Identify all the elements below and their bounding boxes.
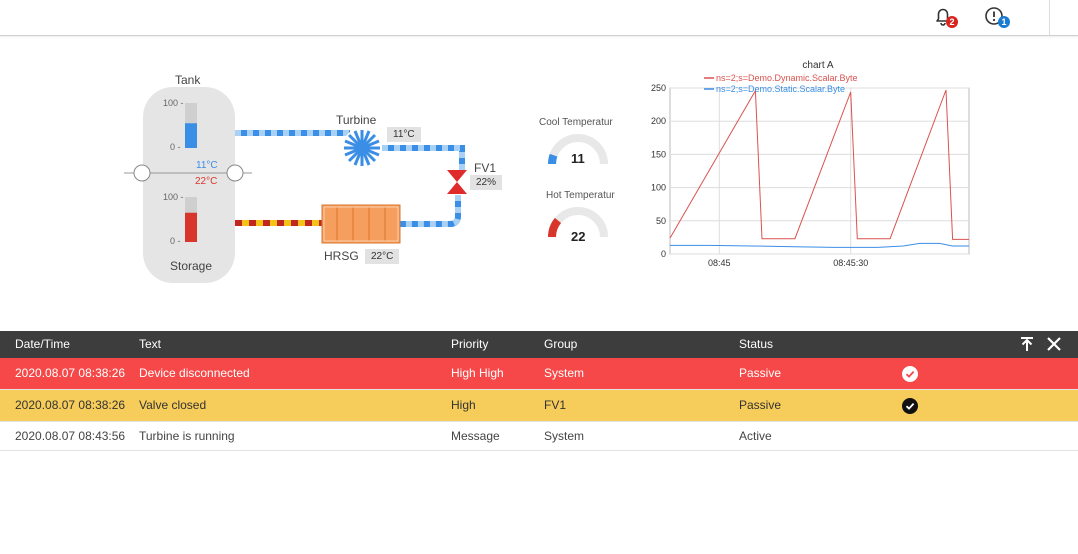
alarm-datetime: 2020.08.07 08:38:26 xyxy=(15,366,126,380)
notification-count-badge: 2 xyxy=(946,16,958,28)
y-tick-label: 50 xyxy=(656,216,666,226)
return-pipe xyxy=(400,195,461,227)
hrsg-temperature-tag: 22°C xyxy=(365,249,400,264)
y-tick-label: 200 xyxy=(651,116,666,126)
valve-position-tag: 22% xyxy=(470,175,503,190)
process-diagram: Tank Storage 100 - 0 - 100 - 0 - 11°C 22… xyxy=(110,60,520,290)
alarm-text: Device disconnected xyxy=(139,366,250,380)
column-header-text[interactable]: Text xyxy=(139,337,162,351)
alarm-group: System xyxy=(544,366,585,380)
series-line-2 xyxy=(670,242,969,248)
chart-title: chart A xyxy=(802,60,833,71)
top-bar: 2 1 xyxy=(0,0,1078,36)
alarm-row[interactable]: 2020.08.07 08:38:26 Valve closed High FV… xyxy=(0,390,1078,422)
alarm-table-header: Date/Time Text Priority Group Status xyxy=(0,331,1078,358)
y-tick-label: 250 xyxy=(651,83,666,93)
storage-level-bar xyxy=(185,212,197,242)
hrsg-unit xyxy=(321,204,401,244)
tank-vessel xyxy=(143,87,235,283)
notifications-button[interactable]: 2 xyxy=(932,6,958,28)
hot-temperature-gauge xyxy=(548,207,608,238)
alarm-datetime: 2020.08.07 08:38:26 xyxy=(15,398,126,412)
column-header-priority[interactable]: Priority xyxy=(451,337,489,351)
cold-temperature-readout: 11°C xyxy=(196,160,218,171)
hrsg-label: HRSG xyxy=(324,249,359,263)
alarm-row[interactable]: 2020.08.07 08:38:26 Device disconnected … xyxy=(0,358,1078,390)
tank-right-nozzle xyxy=(226,164,244,182)
alarm-status: Active xyxy=(739,429,772,443)
alarm-row[interactable]: 2020.08.07 08:43:56 Turbine is running M… xyxy=(0,422,1078,451)
column-header-status[interactable]: Status xyxy=(739,337,774,351)
column-header-datetime[interactable]: Date/Time xyxy=(15,337,70,351)
alarm-priority: Message xyxy=(451,429,500,443)
arrow-to-top-icon xyxy=(1021,337,1033,351)
column-header-group[interactable]: Group xyxy=(544,337,578,351)
top-bar-divider xyxy=(1049,0,1050,35)
y-tick-label: 150 xyxy=(651,149,666,159)
tank-scale-max: 100 - xyxy=(163,98,184,108)
alarm-group: System xyxy=(544,429,585,443)
acknowledge-icon[interactable] xyxy=(902,398,918,414)
hot-temperature-readout: 22°C xyxy=(195,176,218,187)
tank-level-bar xyxy=(185,123,197,148)
alarm-datetime: 2020.08.07 08:43:56 xyxy=(15,429,126,443)
cool-gauge-value: 11 xyxy=(571,151,585,166)
close-icon xyxy=(1047,337,1061,351)
cool-temperature-gauge xyxy=(548,134,608,165)
storage-label: Storage xyxy=(170,259,213,273)
chart-a-svg: chart A 0 50 100 150 200 250 08:45 08:45:30 ns=2;… xyxy=(651,60,970,268)
alarm-status: Passive xyxy=(739,366,782,380)
y-tick-label: 100 xyxy=(651,183,666,193)
hot-gauge-value: 22 xyxy=(571,229,586,244)
alarm-priority: High High xyxy=(451,366,504,380)
alarm-text: Valve closed xyxy=(139,398,207,412)
alarm-priority: High xyxy=(451,398,476,412)
close-alarms-button[interactable] xyxy=(1045,335,1063,353)
tank-label: Tank xyxy=(175,73,201,87)
alarm-table: Date/Time Text Priority Group Status 202… xyxy=(0,331,1078,451)
tank-scale-min: 0 - xyxy=(170,142,181,152)
info-count-badge: 1 xyxy=(998,16,1010,28)
x-tick-label: 08:45:30 xyxy=(833,258,868,268)
process-graphics xyxy=(124,87,467,283)
storage-scale-min: 0 - xyxy=(170,236,181,246)
cool-gauge-title: Cool Temperatur xyxy=(539,117,613,128)
chart-a: chart A 0 50 100 150 200 250 08:45 08:45:30 ns=2;… xyxy=(640,55,980,280)
storage-scale-max: 100 - xyxy=(163,192,184,202)
legend-entry: ns=2;s=Demo.Static.Scalar.Byte xyxy=(716,84,845,94)
legend-entry: ns=2;s=Demo.Dynamic.Scalar.Byte xyxy=(716,73,858,83)
x-tick-label: 08:45 xyxy=(708,258,731,268)
valve-label: FV1 xyxy=(474,161,497,175)
info-button[interactable]: 1 xyxy=(984,6,1010,28)
acknowledge-icon[interactable] xyxy=(902,366,918,382)
alarm-text: Turbine is running xyxy=(139,429,235,443)
tank-left-nozzle xyxy=(133,164,151,182)
series-line-1 xyxy=(669,88,969,240)
turbine-temperature-tag: 11°C xyxy=(387,127,421,142)
pin-top-button[interactable] xyxy=(1018,335,1036,353)
plot-area xyxy=(669,87,970,255)
y-tick-label: 0 xyxy=(661,249,666,259)
alarm-group: FV1 xyxy=(544,398,567,412)
turbine-label: Turbine xyxy=(336,113,377,127)
valve-fv1 xyxy=(447,170,467,194)
alarm-status: Passive xyxy=(739,398,782,412)
hot-gauge-title: Hot Temperatur xyxy=(546,190,615,201)
